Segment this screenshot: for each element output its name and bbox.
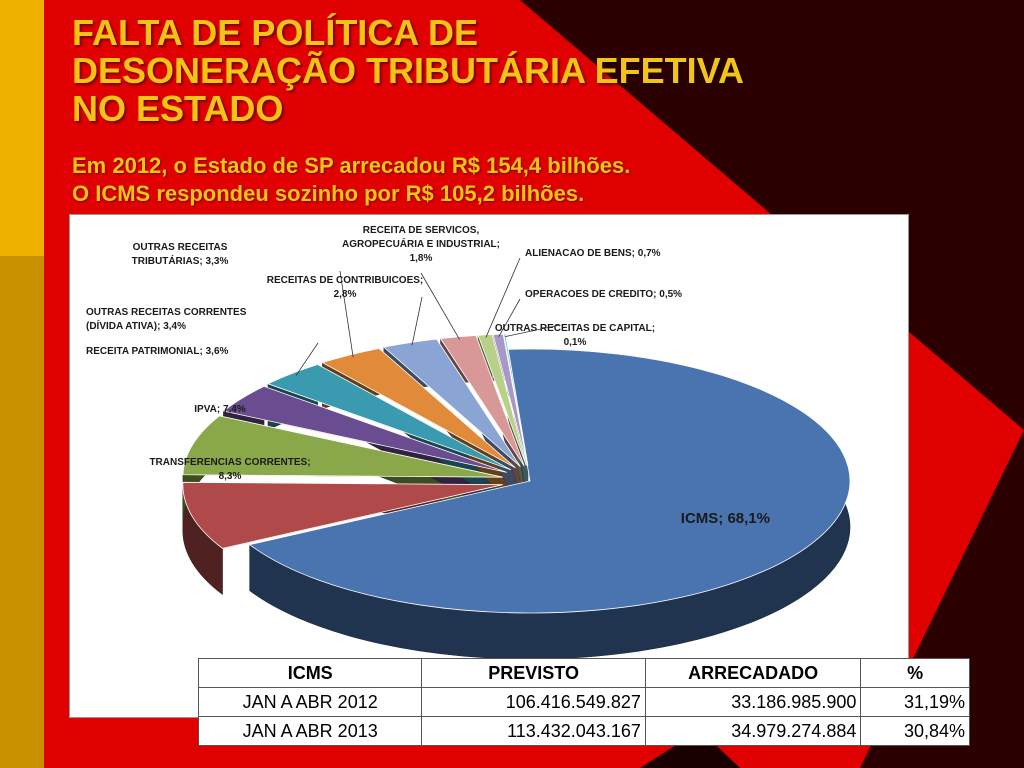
pie-leader-line [295,342,319,376]
table-row: JAN A ABR 2012 106.416.549.827 33.186.98… [197,687,970,717]
table-header-cell: ICMS [197,658,423,688]
pie-chart-panel: ICMS; 68,1% TRANSFERENCIAS CORRENTES; 8,3%… [69,214,909,718]
icms-table: ICMS PREVISTO ARRECADADO % JAN A ABR 201… [197,658,970,746]
pie-leader-line [505,324,561,338]
pie-label: OPERACOES DE CREDITO; 0,5% [525,289,682,300]
pie-slice-icms [248,348,851,614]
pie-label: OUTRAS RECEITAS TRIBUTÁRIAS; 3,3% [132,242,229,267]
pie-leader-line [498,298,521,338]
pie-label: ALIENACAO DE BENS; 0,7% [525,248,661,259]
table-header-cell: PREVISTO [421,658,646,688]
table-cell: 113.432.043.167 [421,716,646,746]
pie-leader-line [485,257,521,338]
pie-slice-outras-receitas-de-capital [503,333,529,466]
pie-leader-line [339,270,354,358]
table-row: JAN A ABR 2013 113.432.043.167 34.979.27… [197,716,970,746]
pie-slice-outras-receitas-tribut-rias [321,347,516,469]
subtitle-line: Em 2012, o Estado de SP arrecadou R$ 154… [72,153,631,178]
pie-slice-outras-receitas-correntes-d-vida-ativa- [266,364,512,471]
table-cell: 106.416.549.827 [421,687,646,717]
table-header-cell: % [860,658,970,688]
table-cell: JAN A ABR 2012 [197,687,423,717]
pie-slice-operacoes-de-credito [492,333,528,466]
pie-slice-ipva [182,415,503,478]
pie-label: OUTRAS RECEITAS DE CAPITAL; 0,1% [495,323,655,348]
title-line: FALTA DE POLÍTICA DE [72,12,478,53]
table-header-cell: ARRECADADO [644,658,862,688]
title-line: NO ESTADO [72,88,284,129]
pie-leader-line [411,296,423,346]
table-cell: 33.186.985.900 [644,687,862,717]
pie-label: OUTRAS RECEITAS CORRENTES (DÍVIDA ATIVA);… [86,307,247,332]
slide-subtitle: Em 2012, o Estado de SP arrecadou R$ 154… [72,152,972,208]
pie-label: RECEITA DE SERVICOS, AGROPECUÁRIA E INDUS… [342,225,500,264]
table-cell: 30,84% [860,716,970,746]
table-header-row: ICMS PREVISTO ARRECADADO % [197,658,970,688]
pie-leader-line [420,272,460,340]
subtitle-line: O ICMS respondeu sozinho por R$ 105,2 bi… [72,181,585,206]
pie-label: TRANSFERENCIAS CORRENTES; 8,3% [149,457,310,482]
table-cell: 34.979.274.884 [644,716,862,746]
title-line: DESONERAÇÃO TRIBUTÁRIA EFETIVA [72,50,745,91]
pie-label: IPVA; 7,4% [194,404,246,415]
pie-chart: ICMS; 68,1% TRANSFERENCIAS CORRENTES; 8,3%… [86,225,851,660]
pie-slice-receitas-de-contribuicoes [383,338,521,467]
pie-slice-receita-patrimonial [222,385,507,473]
pie-slice-transferencias-correntes [182,481,503,549]
table-cell: JAN A ABR 2013 [197,716,423,746]
table-cell: 31,19% [860,687,970,717]
pie-label: ICMS; 68,1% [681,510,770,527]
pie-label: RECEITAS DE CONTRIBUICOES; 2,8% [267,275,424,300]
pie-slice-alienacao-de-bens [477,334,527,466]
slide-title: FALTA DE POLÍTICA DE DESONERAÇÃO TRIBUTÁ… [72,14,972,128]
pie-label: RECEITA PATRIMONIAL; 3,6% [86,346,229,357]
